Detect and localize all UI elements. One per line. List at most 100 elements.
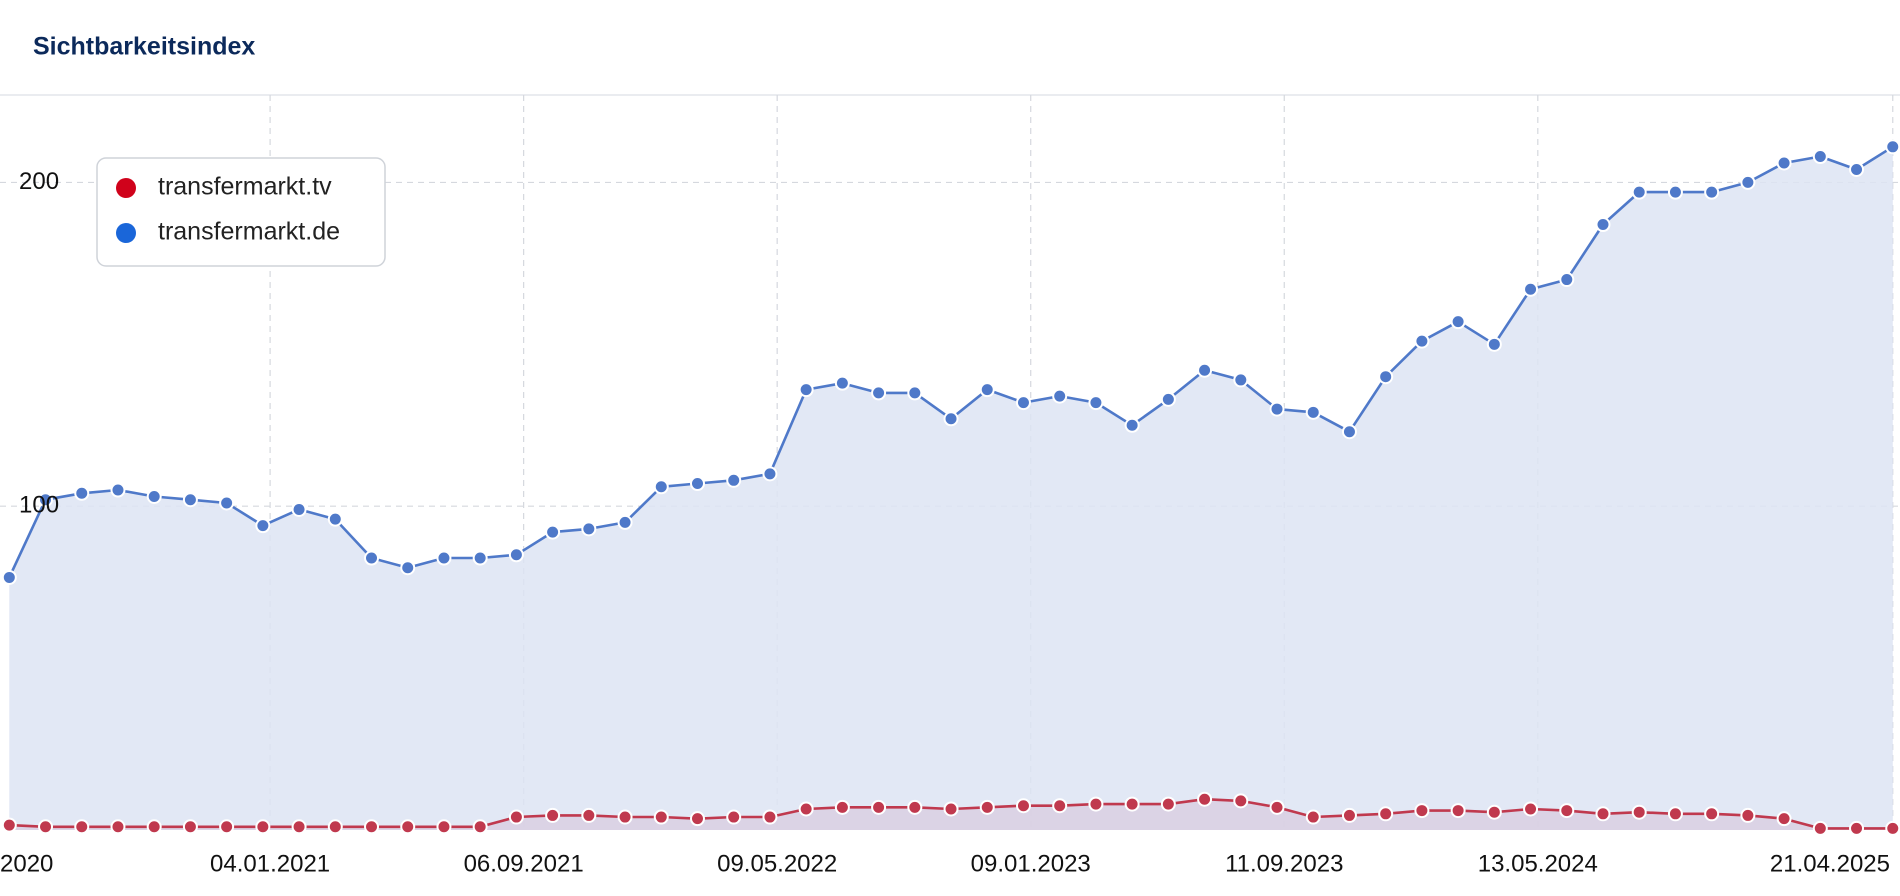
data-point bbox=[436, 819, 452, 835]
data-point bbox=[979, 799, 995, 815]
legend: transfermarkt.tv transfermarkt.de bbox=[96, 157, 386, 267]
legend-swatch bbox=[116, 178, 136, 198]
data-point bbox=[255, 819, 271, 835]
data-point bbox=[762, 809, 778, 825]
data-point bbox=[1233, 793, 1249, 809]
data-point bbox=[1631, 184, 1647, 200]
data-point bbox=[871, 799, 887, 815]
data-point bbox=[146, 819, 162, 835]
data-point bbox=[146, 488, 162, 504]
data-point bbox=[1885, 820, 1900, 836]
data-point bbox=[689, 811, 705, 827]
data-point bbox=[689, 476, 705, 492]
data-point bbox=[907, 385, 923, 401]
data-point bbox=[726, 809, 742, 825]
x-tick-label: 13.05.2024 bbox=[1478, 850, 1598, 877]
data-point bbox=[1269, 799, 1285, 815]
data-point bbox=[1667, 184, 1683, 200]
data-point bbox=[364, 819, 380, 835]
data-point bbox=[653, 809, 669, 825]
data-point bbox=[1559, 803, 1575, 819]
data-point bbox=[400, 560, 416, 576]
data-point bbox=[1595, 806, 1611, 822]
data-point bbox=[1, 569, 17, 585]
data-point bbox=[1414, 803, 1430, 819]
data-point bbox=[798, 382, 814, 398]
data-point bbox=[472, 819, 488, 835]
data-point bbox=[1885, 139, 1900, 155]
data-point bbox=[653, 479, 669, 495]
data-point bbox=[1305, 809, 1321, 825]
data-point bbox=[1740, 174, 1756, 190]
data-point bbox=[907, 799, 923, 815]
data-point bbox=[1740, 807, 1756, 823]
data-point bbox=[1776, 811, 1792, 827]
data-point bbox=[1015, 798, 1031, 814]
data-point bbox=[291, 501, 307, 517]
data-point bbox=[1486, 804, 1502, 820]
legend-label: transfermarkt.tv bbox=[158, 173, 332, 201]
data-point bbox=[1631, 804, 1647, 820]
x-tick-label: 21.04.2025 bbox=[1770, 850, 1890, 877]
data-point bbox=[943, 411, 959, 427]
data-point bbox=[1667, 806, 1683, 822]
data-point bbox=[400, 819, 416, 835]
data-point bbox=[834, 375, 850, 391]
data-point bbox=[1269, 401, 1285, 417]
x-tick-label: 09.05.2022 bbox=[717, 850, 837, 877]
data-point bbox=[581, 807, 597, 823]
x-tick-label: 04.01.2021 bbox=[210, 850, 330, 877]
data-point bbox=[871, 385, 887, 401]
data-point bbox=[1450, 314, 1466, 330]
data-point bbox=[943, 801, 959, 817]
data-point bbox=[1160, 796, 1176, 812]
data-point bbox=[182, 819, 198, 835]
data-point bbox=[1088, 796, 1104, 812]
data-point bbox=[508, 809, 524, 825]
data-point bbox=[38, 492, 54, 508]
data-point bbox=[545, 807, 561, 823]
data-point bbox=[38, 819, 54, 835]
data-point bbox=[1341, 424, 1357, 440]
data-point bbox=[1015, 395, 1031, 411]
data-point bbox=[1124, 417, 1140, 433]
data-point bbox=[1776, 155, 1792, 171]
x-tick-label: 2020 bbox=[0, 850, 53, 877]
data-point bbox=[110, 819, 126, 835]
data-point bbox=[1, 817, 17, 833]
data-point bbox=[617, 514, 633, 530]
series-area bbox=[9, 146, 1893, 831]
data-point bbox=[726, 472, 742, 488]
data-point bbox=[74, 819, 90, 835]
chart-title: Sichtbarkeitsindex bbox=[33, 33, 255, 61]
data-point bbox=[798, 801, 814, 817]
data-point bbox=[436, 550, 452, 566]
data-point bbox=[762, 466, 778, 482]
data-point bbox=[291, 819, 307, 835]
data-point bbox=[1523, 801, 1539, 817]
data-point bbox=[1704, 806, 1720, 822]
data-point bbox=[1305, 404, 1321, 420]
y-tick-label: 100 bbox=[19, 492, 59, 519]
y-tick-label: 200 bbox=[19, 168, 59, 195]
axis: 100 200 2020 04.01.2021 06.09.2021 09.05.2022… bbox=[0, 168, 1890, 878]
data-point bbox=[1704, 184, 1720, 200]
data-point bbox=[834, 799, 850, 815]
data-point bbox=[1378, 806, 1394, 822]
data-point bbox=[1523, 281, 1539, 297]
data-point bbox=[1812, 149, 1828, 165]
x-tick-label: 11.09.2023 bbox=[1225, 850, 1343, 877]
legend-label: transfermarkt.de bbox=[158, 218, 340, 246]
data-point bbox=[1378, 369, 1394, 385]
data-point bbox=[1595, 217, 1611, 233]
data-point bbox=[1088, 395, 1104, 411]
legend-swatch bbox=[116, 223, 136, 243]
data-point bbox=[327, 819, 343, 835]
data-point bbox=[1450, 803, 1466, 819]
data-point bbox=[545, 524, 561, 540]
data-point bbox=[1233, 372, 1249, 388]
data-point bbox=[1052, 798, 1068, 814]
data-point bbox=[182, 492, 198, 508]
data-point bbox=[581, 521, 597, 537]
data-point bbox=[979, 382, 995, 398]
